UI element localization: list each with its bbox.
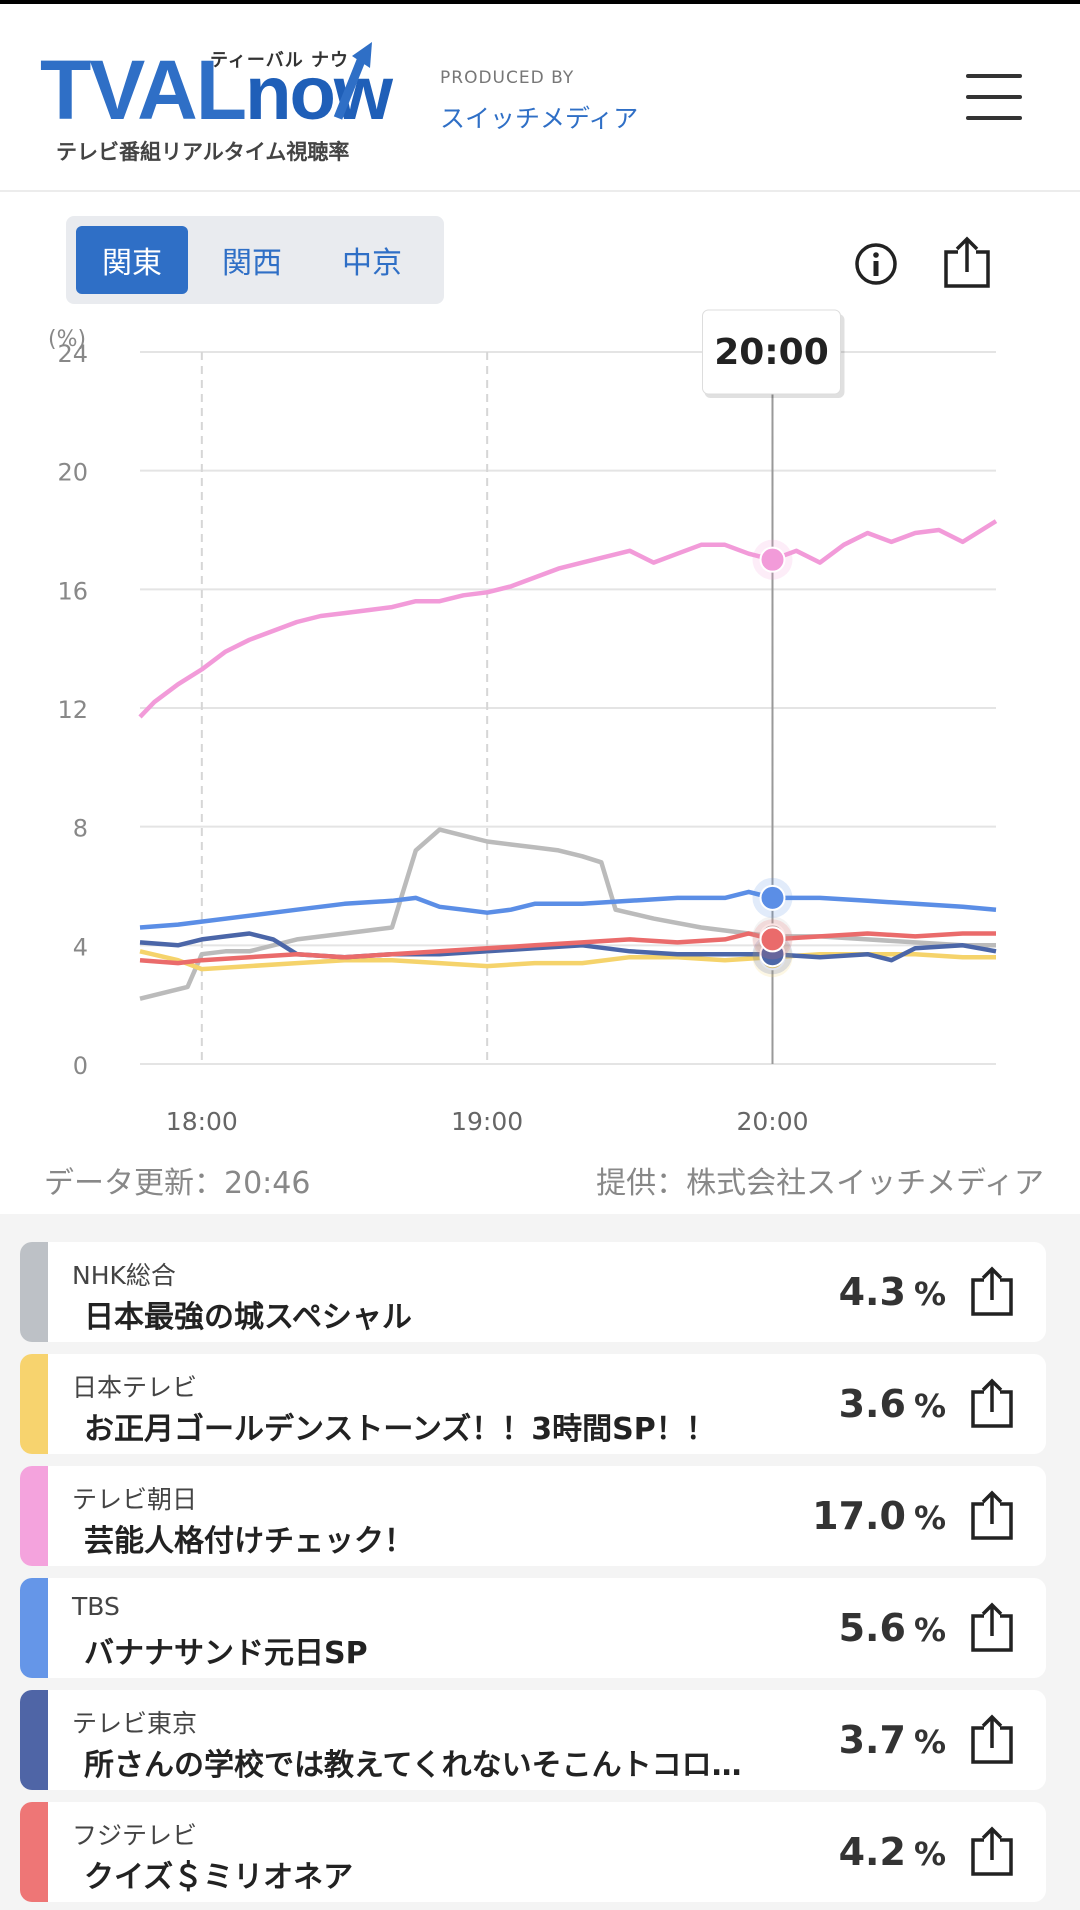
- y-tick-label: 12: [57, 696, 88, 724]
- producer-link[interactable]: スイッチメディア: [440, 104, 639, 133]
- program-list: NHK総合 日本最強の城スペシャル 4.3% 日本テレビ お正月ゴールデンストー…: [0, 1214, 1080, 1910]
- x-tick-label: 18:00: [166, 1107, 238, 1136]
- share-icon[interactable]: [968, 1826, 1016, 1878]
- produced-by-label: PRODUCED BY: [440, 68, 575, 88]
- chart-footer: データ更新：20:46 提供：株式会社スイッチメディア: [44, 1158, 1044, 1202]
- station-color-bar: [20, 1354, 48, 1454]
- y-tick-label: 8: [73, 815, 88, 843]
- logo-subtitle: テレビ番組リアルタイム視聴率: [56, 140, 350, 164]
- share-icon[interactable]: [968, 1378, 1016, 1430]
- station-name: TBS: [72, 1592, 120, 1621]
- y-tick-label: 24: [57, 340, 88, 368]
- station-name: 日本テレビ: [72, 1373, 198, 1402]
- logo-arrow-icon: [333, 42, 372, 120]
- y-tick-label: 4: [73, 933, 88, 961]
- rating-value: 17.0%: [812, 1494, 946, 1538]
- status-bar: [0, 0, 1080, 4]
- program-title: 所さんの学校では教えてくれないそこんトコロ…: [84, 1748, 742, 1783]
- ratings-line-chart[interactable]: 0 4 8 12 16 20 24(%) 18:00 19:00 20:00 20:00: [0, 300, 1080, 1160]
- program-card[interactable]: テレビ朝日 芸能人格付けチェック！ 17.0%: [20, 1466, 1046, 1566]
- logo-kana: ティーバル ナウ: [210, 50, 350, 71]
- program-title: 日本最強の城スペシャル: [84, 1300, 412, 1335]
- share-icon[interactable]: [968, 1714, 1016, 1766]
- rating-value: 4.3%: [838, 1270, 946, 1314]
- series-line: [138, 519, 998, 719]
- rating-value: 3.7%: [838, 1718, 946, 1762]
- program-title: バナナサンド元日SP: [84, 1636, 368, 1671]
- share-icon[interactable]: [968, 1602, 1016, 1654]
- share-icon[interactable]: [940, 236, 994, 290]
- tab-kanto[interactable]: 関東: [76, 226, 188, 294]
- series-line: [139, 931, 996, 966]
- program-card[interactable]: NHK総合 日本最強の城スペシャル 4.3%: [20, 1242, 1046, 1342]
- station-color-bar: [20, 1242, 48, 1342]
- region-tabs: 関東 関西 中京: [66, 216, 444, 304]
- data-update-time: データ更新：20:46: [44, 1166, 311, 1201]
- header: TVALnow ティーバル ナウ テレビ番組リアルタイム視聴率 PRODUCED…: [0, 4, 1080, 192]
- y-tick-label: 20: [57, 459, 88, 487]
- x-tick-label: 20:00: [736, 1107, 808, 1136]
- series-line: [139, 889, 997, 930]
- station-name: テレビ朝日: [72, 1485, 198, 1514]
- y-tick-label: 0: [73, 1052, 88, 1080]
- share-icon[interactable]: [968, 1490, 1016, 1542]
- series-marker: [759, 546, 786, 573]
- station-color-bar: [20, 1578, 48, 1678]
- y-tick-label: 16: [57, 577, 88, 605]
- x-tick-label: 19:00: [451, 1107, 523, 1136]
- y-axis-unit: (%): [48, 327, 86, 352]
- tab-kansai[interactable]: 関西: [222, 246, 282, 281]
- station-name: NHK総合: [72, 1261, 176, 1290]
- station-color-bar: [20, 1466, 48, 1566]
- program-card[interactable]: 日本テレビ お正月ゴールデンストーンズ！！3時間SP！！ 3.6%: [20, 1354, 1046, 1454]
- cursor-tooltip: 20:00: [701, 309, 845, 398]
- program-card[interactable]: フジテレビ クイズ＄ミリオネア 4.2%: [20, 1802, 1046, 1902]
- series-marker: [759, 926, 786, 953]
- share-icon[interactable]: [968, 1266, 1016, 1318]
- program-title: 芸能人格付けチェック！: [84, 1524, 414, 1559]
- info-icon[interactable]: [852, 240, 900, 288]
- station-name: フジテレビ: [72, 1821, 198, 1850]
- hamburger-menu-icon[interactable]: [966, 74, 1024, 126]
- program-title: お正月ゴールデンストーンズ！！3時間SP！！: [84, 1412, 716, 1447]
- series-line: [139, 931, 997, 963]
- rating-value: 4.2%: [838, 1830, 946, 1874]
- rating-value: 3.6%: [838, 1382, 946, 1426]
- rating-value: 5.6%: [838, 1606, 946, 1650]
- cursor-time-label: 20:00: [714, 332, 829, 373]
- station-color-bar: [20, 1802, 48, 1902]
- data-provider: 提供：株式会社スイッチメディア: [596, 1166, 1044, 1201]
- station-name: テレビ東京: [72, 1709, 198, 1738]
- tvalnow-logo[interactable]: TVALnow ティーバル ナウ テレビ番組リアルタイム視聴率: [40, 40, 393, 164]
- program-title: クイズ＄ミリオネア: [84, 1860, 354, 1895]
- program-card[interactable]: TBS バナナサンド元日SP 5.6%: [20, 1578, 1046, 1678]
- tab-chukyo[interactable]: 中京: [342, 246, 402, 281]
- station-color-bar: [20, 1690, 48, 1790]
- program-card[interactable]: テレビ東京 所さんの学校では教えてくれないそこんトコロ… 3.7%: [20, 1690, 1046, 1790]
- series-marker: [759, 884, 786, 911]
